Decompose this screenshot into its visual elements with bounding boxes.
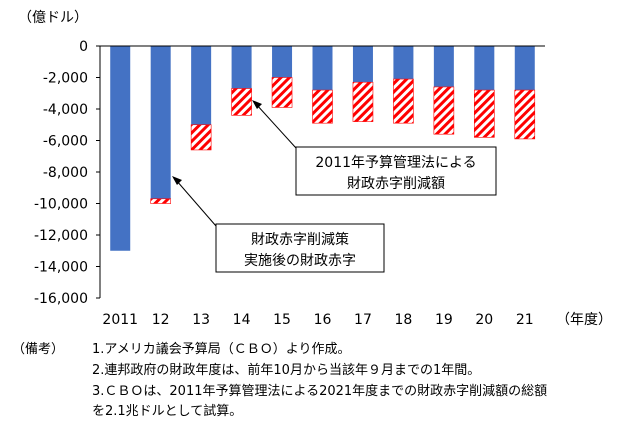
bar-deficit (393, 46, 414, 80)
callout-reduction-arrow-line (255, 103, 297, 149)
y-tick-label: -4,000 (43, 102, 88, 118)
bar-deficit (150, 46, 171, 199)
note-2-text: 連邦政府の財政年度は、前年10月から当該年９月までの1年間。 (104, 363, 481, 378)
notes-line-1: （備考） 1.アメリカ議会予算局（ＣＢＯ）より作成。 (12, 342, 351, 358)
x-tick-label: 19 (435, 312, 453, 328)
x-tick-label: 12 (152, 312, 170, 328)
notes-line-2: 2.連邦政府の財政年度は、前年10月から当該年９月までの1年間。 (12, 363, 480, 379)
y-tick-label: -12,000 (34, 228, 88, 244)
callout-reduction-box (295, 146, 497, 196)
bar-reduction (312, 89, 333, 124)
y-tick-label: -6,000 (43, 134, 88, 150)
y-unit-label: （億ドル） (18, 10, 88, 26)
bar-reduction (352, 81, 374, 122)
bar-reduction (433, 86, 455, 135)
x-tick-label: 20 (475, 312, 493, 328)
bar-reduction (514, 89, 536, 140)
bar-reduction (190, 124, 212, 151)
note-3-text: ＣＢＯは、2011年予算管理法による2021年度までの財政赤字削減額の総額 (104, 384, 548, 399)
bar-deficit (272, 46, 293, 78)
note-4-text: を2.1兆ドルとして試算。 (92, 404, 243, 419)
bar-deficit (191, 46, 212, 125)
x-unit-label: （年度） (556, 312, 612, 328)
note-2-number: 2. (92, 363, 105, 378)
y-tick-label: -2,000 (43, 71, 88, 87)
x-tick-label: 14 (233, 312, 251, 328)
bar-reduction (231, 88, 252, 116)
y-tick-label: -16,000 (34, 291, 88, 307)
y-tick-label: -10,000 (34, 197, 88, 213)
y-tick-label: 0 (79, 39, 88, 55)
bar-reduction (271, 77, 293, 108)
note-3-number: 3. (92, 384, 105, 399)
bar-deficit (433, 46, 454, 87)
note-1-text: アメリカ議会予算局（ＣＢＯ）より作成。 (104, 342, 351, 357)
chart: （億ドル） 0 -2,000 -4,000 -6,000 -8,000 -10,000 -1… (18, 10, 612, 328)
bar-reduction (393, 78, 414, 124)
callout-deficit-line-2: 実施後の財政赤字 (244, 253, 356, 269)
x-tick-label: 2011 (102, 312, 138, 328)
notes-line-4: を2.1兆ドルとして試算。 (12, 404, 242, 420)
bar-reduction (150, 198, 171, 204)
bar-deficit (474, 46, 495, 91)
note-1-number: 1. (92, 342, 105, 357)
callout-reduction-arrowhead (252, 100, 262, 109)
callout-deficit-arrow-line (175, 179, 217, 227)
callout-deficit-arrowhead (172, 176, 182, 185)
x-tick-label: 13 (192, 312, 210, 328)
x-axis: 2011 12 13 14 15 16 17 18 19 20 21 (100, 45, 545, 328)
callout-deficit-line-1: 財政赤字削減策 (251, 231, 349, 248)
bar-deficit (514, 46, 535, 91)
y-axis: 0 -2,000 -4,000 -6,000 -8,000 -10,000 -12,000 -… (34, 39, 101, 307)
notes-line-3: 3.ＣＢＯは、2011年予算管理法による2021年度までの財政赤字削減額の総額 (12, 384, 547, 400)
x-tick-label: 16 (314, 312, 332, 328)
bar-reduction (474, 89, 495, 138)
notes-label: （備考） (12, 342, 65, 357)
bars (110, 46, 536, 251)
x-tick-label: 21 (516, 312, 534, 328)
bar-deficit (110, 46, 131, 251)
y-tick-label: -8,000 (43, 165, 88, 181)
callout-deficit-box (215, 223, 385, 273)
bar-deficit (352, 46, 373, 83)
bar-deficit (231, 46, 252, 89)
x-tick-label: 18 (394, 312, 412, 328)
bar-deficit (312, 46, 333, 91)
callout-reduction-line-1: 2011年予算管理法による (315, 155, 476, 171)
x-tick-label: 17 (354, 312, 372, 328)
callout-reduction-line-2: 財政赤字削減額 (347, 175, 445, 192)
y-tick-label: -14,000 (34, 260, 88, 276)
x-tick-label: 15 (273, 312, 291, 328)
